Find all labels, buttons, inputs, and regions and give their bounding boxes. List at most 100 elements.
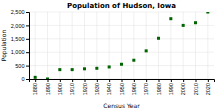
grid-line — [72, 12, 73, 79]
x-tick-mark — [196, 79, 197, 82]
grid-line — [29, 25, 214, 26]
title: Population of Hudson, Iowa — [67, 2, 176, 10]
x-tick: 1900 — [57, 79, 63, 95]
point — [194, 21, 197, 24]
x-tick: 2010 — [193, 79, 199, 95]
point — [157, 37, 160, 40]
x-axis: 1880 1890 1900 1910 1920 1930 1940 1950 1960 1970… — [30, 79, 215, 95]
x-tick-mark — [35, 79, 36, 82]
x-tick-mark — [122, 79, 123, 82]
x-tick: 1970 — [143, 79, 149, 95]
x-tick-mark — [183, 79, 184, 82]
point — [108, 65, 111, 68]
x-tick-mark — [134, 79, 135, 82]
x-tick: 1890 — [45, 79, 51, 95]
x-tick-label: 1980 — [156, 83, 162, 95]
x-tick-label: 1900 — [57, 83, 63, 95]
x-tick-mark — [60, 79, 61, 82]
point — [58, 68, 61, 71]
y-tick-label: 2,500 — [11, 9, 25, 15]
x-tick-label: 1880 — [32, 83, 38, 95]
x-tick: 2020 — [205, 79, 211, 95]
y-tick-mark — [26, 12, 29, 13]
x-tick: 1920 — [82, 79, 88, 95]
y-tick: 1,000 — [11, 49, 29, 55]
y-axis: 0 500 1,000 1,500 2,000 2,500 — [11, 9, 30, 82]
x-tick: 2000 — [180, 79, 186, 95]
x-tick-mark — [146, 79, 147, 82]
x-tick-label: 1920 — [82, 83, 88, 95]
grid-line — [29, 52, 214, 53]
grid-line — [158, 12, 159, 79]
y-tick: 500 — [15, 63, 29, 69]
x-tick-label: 1990 — [168, 83, 174, 95]
y-tick-label: 0 — [21, 76, 24, 82]
point — [132, 59, 135, 62]
x-tick-mark — [97, 79, 98, 82]
y-tick-mark — [26, 25, 29, 26]
x-tick-label: 1940 — [106, 83, 112, 95]
x-tick: 1960 — [131, 79, 137, 95]
point — [46, 78, 49, 80]
x-tick: 1950 — [119, 79, 125, 95]
x-tick-label: 1970 — [143, 83, 149, 95]
grid — [29, 12, 214, 79]
y-tick-mark — [26, 66, 29, 67]
grid-line — [47, 12, 48, 79]
grid-line — [133, 12, 134, 79]
grid-line — [183, 12, 184, 79]
x-tick-label: 1910 — [69, 83, 75, 95]
x-tick: 1930 — [94, 79, 100, 95]
plot: 1880 1890 1900 1910 1920 1930 1940 1950 1960 1970… — [11, 9, 215, 95]
grid-line — [146, 12, 147, 79]
x-tick: 1940 — [106, 79, 112, 95]
point — [182, 24, 185, 27]
grid-line — [109, 12, 110, 79]
y-tick-mark — [26, 52, 29, 53]
point — [83, 67, 86, 70]
x-tick-label: 2020 — [205, 83, 211, 95]
x-tick-label: 1890 — [45, 83, 51, 95]
x-tick-mark — [171, 79, 172, 82]
grid-line — [59, 12, 60, 79]
x-tick: 1910 — [69, 79, 75, 95]
x-axis-title: Census Year — [103, 102, 140, 109]
grid-line — [84, 12, 85, 79]
grid-line — [29, 38, 214, 39]
point — [206, 12, 209, 14]
point — [169, 17, 172, 20]
x-tick-mark — [48, 79, 49, 82]
grid-line — [207, 12, 208, 79]
x-tick-label: 2010 — [193, 83, 199, 95]
y-tick-label: 2,000 — [11, 23, 25, 29]
y-tick: 2,500 — [11, 9, 29, 15]
y-tick-label: 1,000 — [11, 49, 25, 55]
x-tick-label: 2000 — [180, 83, 186, 95]
grid-line — [170, 12, 171, 79]
y-tick: 2,000 — [11, 23, 29, 29]
y-tick: 0 — [21, 76, 29, 82]
x-tick-mark — [72, 79, 73, 82]
point — [95, 67, 98, 70]
point — [34, 76, 37, 79]
x-tick-mark — [208, 79, 209, 82]
x-tick-mark — [159, 79, 160, 82]
y-tick-label: 500 — [15, 63, 24, 69]
point — [120, 63, 123, 66]
points — [34, 12, 210, 79]
y-tick-mark — [26, 79, 29, 80]
point — [71, 68, 74, 71]
y-tick-label: 1,500 — [11, 36, 25, 42]
grid-line — [96, 12, 97, 79]
chart: 1880 1890 1900 1910 1920 1930 1940 1950 1960 1970… — [0, 0, 220, 110]
x-tick: 1990 — [168, 79, 174, 95]
x-tick-mark — [85, 79, 86, 82]
grid-line — [29, 12, 214, 13]
point — [145, 49, 148, 52]
x-axis-line — [30, 80, 215, 83]
y-tick-mark — [26, 39, 29, 40]
grid-line — [35, 12, 36, 79]
y-axis-line — [26, 13, 30, 80]
x-tick-label: 1930 — [94, 83, 100, 95]
x-tick-label: 1960 — [131, 83, 137, 95]
